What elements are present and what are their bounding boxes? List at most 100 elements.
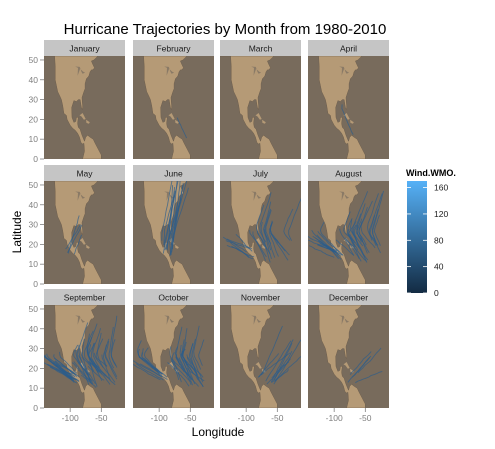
track-july: [257, 230, 267, 250]
track-july: [226, 244, 255, 258]
y-tick-label: 10: [29, 383, 39, 393]
track-july: [252, 231, 267, 261]
track-september: [76, 360, 93, 382]
track-july: [274, 237, 290, 256]
y-tick-label: 40: [29, 324, 39, 334]
track-september: [93, 352, 116, 383]
legend-tick-label: 120: [434, 209, 448, 219]
track-june: [168, 185, 174, 255]
track-april: [341, 104, 354, 135]
land-november: [220, 305, 278, 408]
track-july: [264, 208, 272, 251]
track-october: [179, 344, 193, 381]
track-august: [360, 206, 376, 249]
track-october: [175, 326, 183, 366]
strip-january: [44, 40, 125, 56]
island-cuba-december: [343, 362, 350, 369]
island-cuba-february: [168, 113, 175, 120]
land-may: [44, 181, 102, 284]
track-september: [80, 375, 97, 388]
y-tick-label: 0: [33, 154, 38, 164]
great-lakes-december: [339, 315, 350, 325]
panel-october: October: [133, 289, 214, 408]
x-tick-label: -50: [359, 413, 372, 423]
x-axis-label: Longitude: [192, 425, 245, 439]
track-october: [193, 325, 202, 370]
track-november: [258, 353, 280, 378]
track-august: [372, 190, 384, 245]
track-june: [170, 181, 188, 246]
track-september: [104, 344, 118, 380]
y-tick-label: 50: [29, 180, 39, 190]
track-june: [165, 202, 179, 250]
legend-tick-label: 40: [434, 262, 444, 272]
track-september: [89, 361, 111, 385]
track-october: [180, 348, 194, 370]
strip-june: [133, 165, 214, 181]
y-tick-label: 0: [33, 403, 38, 413]
strip-july: [220, 165, 301, 181]
track-may: [67, 224, 83, 253]
track-august: [358, 200, 373, 246]
x-tick-label: -50: [271, 413, 284, 423]
track-december: [355, 371, 383, 384]
y-tick-label: 40: [29, 75, 39, 85]
legend-colorbar: [407, 181, 427, 293]
track-july: [229, 241, 250, 259]
panel-november: November: [220, 289, 301, 408]
land-march: [220, 56, 278, 159]
track-december: [357, 347, 382, 374]
island-cuba-march: [255, 113, 262, 120]
strip-label-july: July: [253, 169, 269, 179]
track-september: [96, 332, 104, 368]
track-october: [167, 362, 190, 387]
track-november: [273, 369, 289, 383]
track-september: [44, 355, 75, 381]
great-lakes-july: [251, 191, 262, 201]
track-october: [133, 360, 163, 378]
strip-may: [44, 165, 125, 181]
legend: Wind.WMO. 0 40 80 120 160: [406, 168, 456, 298]
strip-april: [308, 40, 389, 56]
track-august: [356, 225, 370, 254]
island-hispaniola-march: [262, 119, 266, 124]
island-hispaniola-june: [175, 244, 179, 249]
great-lakes-february: [164, 66, 175, 76]
y-axis-label: Latitude: [10, 210, 24, 253]
track-october: [133, 364, 161, 381]
track-october: [178, 357, 192, 385]
track-august: [368, 193, 383, 241]
panel-may: May: [44, 165, 125, 284]
track-june: [171, 187, 189, 250]
great-lakes-may: [75, 191, 86, 201]
x-tick-label: -50: [95, 413, 108, 423]
island-hispaniola-february: [175, 119, 179, 124]
track-september: [105, 340, 118, 377]
strip-december: [308, 289, 389, 305]
panel-march: March: [220, 40, 301, 159]
land-january: [44, 56, 102, 159]
track-december: [347, 357, 371, 383]
track-september: [54, 360, 73, 379]
track-october: [181, 350, 196, 385]
strip-label-february: February: [156, 44, 191, 54]
x-tick-label: -100: [151, 413, 168, 423]
track-august: [320, 221, 340, 253]
strip-label-october: October: [158, 293, 188, 303]
strip-label-june: June: [164, 169, 183, 179]
track-november: [257, 352, 291, 378]
island-cuba-november: [255, 362, 262, 369]
track-august: [312, 235, 337, 254]
island-cuba-may: [79, 238, 86, 245]
chart-title: Hurricane Trajectories by Month from 198…: [64, 21, 387, 38]
strip-label-march: March: [249, 44, 273, 54]
strip-label-august: August: [335, 169, 362, 179]
land-february: [133, 56, 191, 159]
panel-september: September: [44, 289, 125, 408]
track-september: [93, 362, 116, 386]
strip-february: [133, 40, 214, 56]
track-september: [59, 351, 78, 374]
strip-august: [308, 165, 389, 181]
strip-november: [220, 289, 301, 305]
track-june: [163, 181, 179, 245]
